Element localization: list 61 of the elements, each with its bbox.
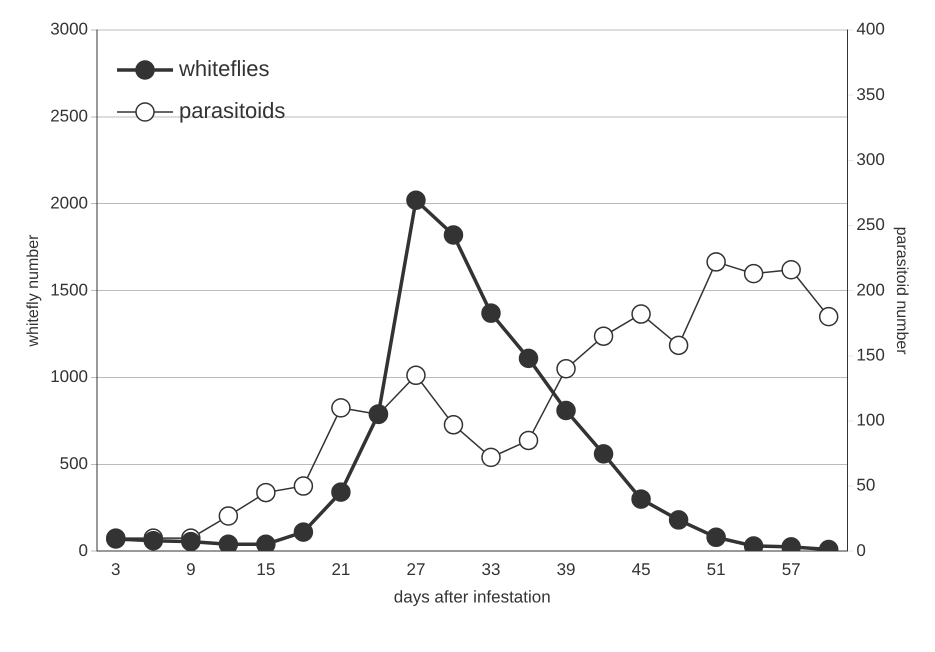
- y-tick-label: 0: [78, 540, 88, 560]
- point: [294, 522, 314, 542]
- y2-tick-label: 400: [856, 20, 885, 39]
- point: [594, 444, 614, 464]
- y-tick-label: 1000: [50, 367, 88, 386]
- point: [518, 430, 538, 450]
- point: [406, 366, 426, 386]
- point: [481, 303, 501, 323]
- y2-tick-label: 200: [856, 280, 885, 300]
- point: [556, 400, 576, 420]
- y2-tick-label: 0: [856, 540, 866, 560]
- x-tick-label: 33: [482, 560, 500, 580]
- y-tick-label: 3000: [50, 20, 88, 39]
- y-tick-label: 2500: [50, 106, 88, 126]
- x-tick-label: 51: [706, 560, 726, 580]
- point: [256, 534, 276, 552]
- point: [294, 476, 314, 496]
- y-axis-title: whitefly number: [25, 234, 42, 348]
- x-axis-title: days after infestation: [394, 587, 551, 606]
- point: [594, 326, 614, 346]
- point: [668, 336, 688, 356]
- point: [518, 348, 538, 368]
- y-tick-label: 2000: [50, 193, 88, 212]
- point: [744, 264, 764, 284]
- x-tick-label: 3: [111, 560, 121, 580]
- point: [781, 260, 801, 280]
- point: [444, 225, 464, 245]
- y2-tick-label: 300: [856, 150, 885, 169]
- y2-tick-label: 100: [856, 410, 885, 430]
- point: [406, 190, 426, 210]
- point: [256, 482, 276, 502]
- y2-tick-label: 250: [856, 215, 885, 234]
- y2-tick-label: 150: [856, 345, 885, 364]
- point: [668, 510, 688, 530]
- x-tick-label: 27: [406, 560, 426, 580]
- point: [631, 304, 651, 324]
- x-tick-label: 9: [186, 560, 196, 580]
- x-tick-label: 15: [256, 560, 276, 580]
- point: [181, 532, 201, 552]
- y2-tick-label: 350: [856, 84, 885, 104]
- point: [706, 252, 726, 272]
- x-tick-label: 45: [632, 560, 651, 580]
- point: [218, 506, 238, 526]
- x-tick-label: 57: [782, 560, 801, 580]
- y-tick-label: 1500: [50, 280, 88, 300]
- point: [818, 306, 838, 326]
- point: [556, 359, 576, 379]
- y-tick-label: 500: [60, 454, 88, 474]
- x-tick-label: 21: [331, 560, 350, 580]
- y2-tick-label: 50: [856, 476, 876, 495]
- point: [218, 534, 238, 552]
- point: [706, 528, 726, 548]
- point: [331, 398, 351, 418]
- legend-label: parasitoids: [179, 98, 286, 124]
- y2-axis-title: parasitoid number: [892, 226, 910, 356]
- legend-label: whiteflies: [178, 56, 270, 82]
- point: [331, 482, 351, 502]
- point: [481, 448, 501, 468]
- point: [444, 415, 464, 435]
- point: [631, 489, 651, 509]
- x-tick-label: 39: [556, 560, 576, 580]
